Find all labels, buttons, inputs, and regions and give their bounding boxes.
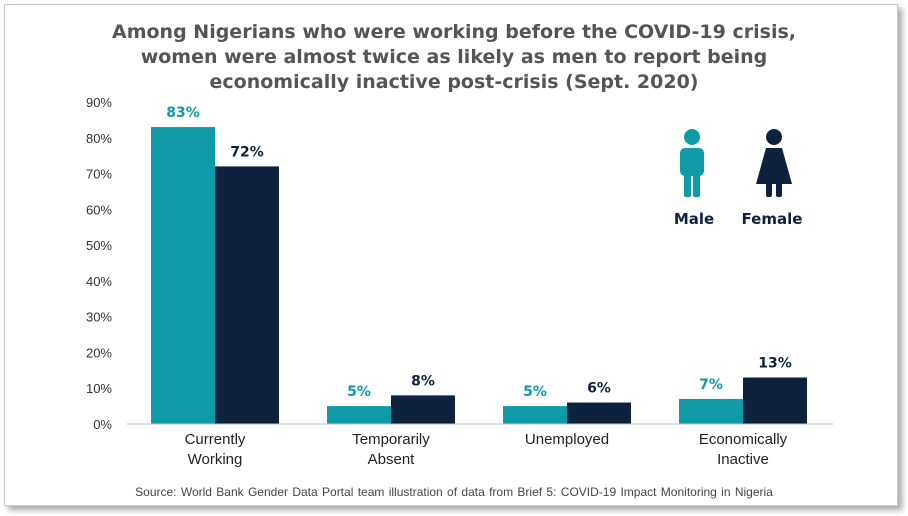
bar-female xyxy=(215,166,279,424)
bar-female xyxy=(567,402,631,424)
x-category-label: Currently xyxy=(185,431,246,448)
legend: Male Female xyxy=(674,129,803,228)
x-category-label: Working xyxy=(188,451,243,468)
bar-male xyxy=(151,127,215,425)
male-person-icon xyxy=(680,129,704,197)
x-category-labels: Currently Working Temporarily Absent Unemplo… xyxy=(185,431,788,468)
y-axis-ticks: 0% 10% 20% 30% 40% 50% 60% 70% 80% 90% xyxy=(86,95,112,432)
y-tick-label: 10% xyxy=(86,381,112,396)
legend-label-male: Male xyxy=(674,210,714,228)
y-tick-label: 50% xyxy=(86,238,112,253)
y-tick-label: 0% xyxy=(93,417,112,432)
x-category-label: Economically xyxy=(699,431,788,448)
y-tick-label: 40% xyxy=(86,274,112,289)
y-tick-label: 90% xyxy=(86,95,112,110)
chart-title-line-3: economically inactive post-crisis (Sept.… xyxy=(209,71,699,93)
bars xyxy=(151,127,807,425)
x-category-label: Absent xyxy=(368,451,416,468)
data-label-female: 8% xyxy=(411,373,435,389)
female-person-icon xyxy=(756,129,792,197)
legend-label-female: Female xyxy=(742,210,803,228)
data-label-female: 6% xyxy=(587,381,611,397)
x-category-label: Temporarily xyxy=(352,431,430,448)
source-note: Source: World Bank Gender Data Portal te… xyxy=(135,485,773,499)
x-category-label: Inactive xyxy=(717,451,769,468)
chart-title-line-2: women were almost twice as likely as men… xyxy=(140,46,768,68)
data-label-male: 5% xyxy=(347,384,371,400)
y-tick-label: 70% xyxy=(86,167,112,182)
bar-female xyxy=(391,395,455,424)
y-tick-label: 20% xyxy=(86,345,112,360)
data-label-male: 83% xyxy=(166,105,200,121)
data-label-female: 72% xyxy=(230,144,264,160)
data-label-male: 5% xyxy=(523,384,547,400)
data-labels: 83% 72% 5% 8% 5% 6% 7% 13% xyxy=(166,105,792,400)
bar-male xyxy=(327,406,391,424)
y-tick-label: 60% xyxy=(86,202,112,217)
data-label-male: 7% xyxy=(699,377,723,393)
bar-male xyxy=(503,406,567,424)
bar-female xyxy=(743,377,807,424)
data-label-female: 13% xyxy=(758,355,792,371)
x-category-label: Unemployed xyxy=(525,431,609,448)
chart-title-line-1: Among Nigerians who were working before … xyxy=(112,21,796,43)
y-tick-label: 80% xyxy=(86,131,112,146)
bar-male xyxy=(679,398,743,424)
chart-title: Among Nigerians who were working before … xyxy=(0,20,908,95)
y-tick-label: 30% xyxy=(86,310,112,325)
